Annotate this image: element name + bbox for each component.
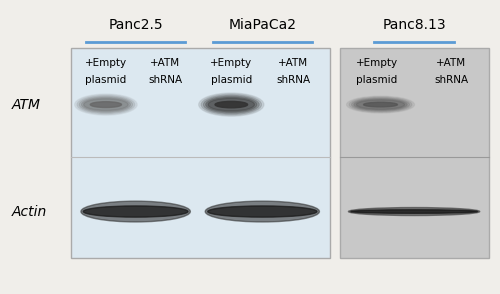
Ellipse shape	[81, 201, 190, 222]
Text: +ATM: +ATM	[436, 58, 466, 68]
Text: MiaPaCa2: MiaPaCa2	[228, 18, 296, 32]
Ellipse shape	[201, 94, 262, 115]
Ellipse shape	[77, 95, 135, 114]
Ellipse shape	[349, 97, 412, 112]
Text: Actin: Actin	[12, 205, 46, 218]
Text: +ATM: +ATM	[278, 58, 308, 68]
Ellipse shape	[208, 206, 317, 217]
Text: +Empty: +Empty	[356, 58, 398, 68]
Text: plasmid: plasmid	[210, 75, 252, 85]
Text: Panc2.5: Panc2.5	[108, 18, 163, 32]
Ellipse shape	[74, 94, 137, 115]
Ellipse shape	[346, 96, 414, 113]
Ellipse shape	[354, 99, 407, 110]
Text: shRNA: shRNA	[148, 75, 182, 85]
Ellipse shape	[364, 102, 398, 107]
Text: Panc8.13: Panc8.13	[382, 18, 446, 32]
Ellipse shape	[352, 98, 410, 111]
Ellipse shape	[356, 100, 405, 109]
Text: plasmid: plasmid	[86, 75, 126, 85]
Ellipse shape	[348, 208, 480, 216]
Text: +Empty: +Empty	[210, 58, 252, 68]
Ellipse shape	[206, 97, 257, 112]
Text: shRNA: shRNA	[434, 75, 468, 85]
Ellipse shape	[84, 99, 128, 111]
Text: +Empty: +Empty	[85, 58, 127, 68]
Text: ATM: ATM	[12, 98, 40, 112]
Ellipse shape	[204, 96, 259, 113]
Ellipse shape	[84, 206, 188, 217]
Ellipse shape	[215, 101, 248, 108]
FancyBboxPatch shape	[340, 48, 488, 258]
Ellipse shape	[198, 93, 264, 116]
Text: shRNA: shRNA	[276, 75, 310, 85]
Ellipse shape	[82, 98, 130, 112]
Text: plasmid: plasmid	[356, 75, 398, 85]
Text: +ATM: +ATM	[150, 58, 180, 68]
Ellipse shape	[79, 96, 132, 113]
Ellipse shape	[90, 102, 122, 108]
Ellipse shape	[208, 98, 254, 111]
Ellipse shape	[350, 210, 478, 213]
Ellipse shape	[205, 201, 320, 222]
FancyBboxPatch shape	[71, 48, 330, 258]
